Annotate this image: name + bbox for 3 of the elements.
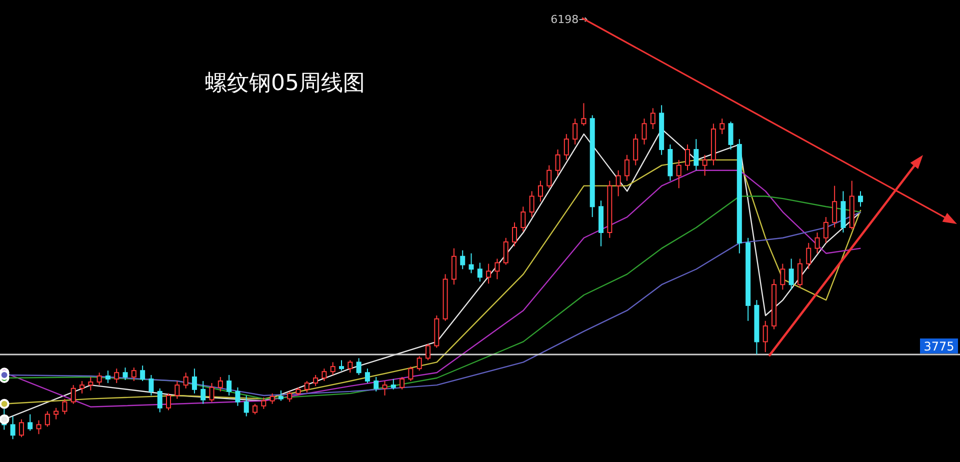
chart-title: 螺纹钢05周线图 xyxy=(205,70,365,98)
text: 6198→ xyxy=(550,13,588,26)
text: 3775 xyxy=(924,339,954,354)
